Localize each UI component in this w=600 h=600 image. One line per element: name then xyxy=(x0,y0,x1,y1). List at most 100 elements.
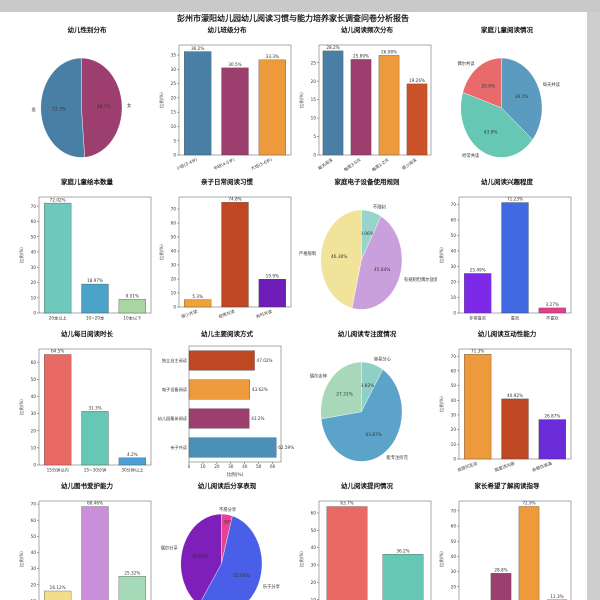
svg-text:20: 20 xyxy=(451,280,457,285)
svg-text:小班(3-4岁): 小班(3-4岁) xyxy=(175,156,199,172)
chart-title: 家庭儿童绘本数量 xyxy=(61,178,113,186)
svg-text:亲子共读: 亲子共读 xyxy=(170,444,187,451)
svg-text:40: 40 xyxy=(451,249,457,254)
svg-text:31.3%: 31.3% xyxy=(88,406,101,411)
svg-text:20.0%: 20.0% xyxy=(481,83,495,89)
svg-text:71.23%: 71.23% xyxy=(507,197,523,202)
svg-text:40.92%: 40.92% xyxy=(507,393,523,398)
svg-text:比例(%): 比例(%) xyxy=(158,244,165,260)
chart-title: 幼儿班级分布 xyxy=(207,26,247,34)
svg-text:比例(%): 比例(%) xyxy=(438,247,445,263)
svg-text:55.04%: 55.04% xyxy=(233,573,249,579)
chart-title: 幼儿阅读兴趣程度 xyxy=(481,178,533,186)
chart-title: 幼儿阅读后分享表现 xyxy=(197,482,257,490)
svg-text:15分钟以内: 15分钟以内 xyxy=(47,467,69,474)
right-scrollbar[interactable] xyxy=(587,12,600,600)
bar-chart: 010203040506070比例(%)16.12%需提醒爱护68.46%能主动… xyxy=(18,501,152,600)
svg-text:50: 50 xyxy=(31,234,37,239)
svg-text:43.9%: 43.9% xyxy=(484,129,498,135)
svg-text:每天阅读: 每天阅读 xyxy=(316,156,334,171)
svg-text:5: 5 xyxy=(313,134,316,139)
svg-text:10: 10 xyxy=(31,445,37,450)
svg-text:0: 0 xyxy=(173,305,176,310)
svg-text:10: 10 xyxy=(171,291,177,296)
chart-cell-5: 家庭儿童绘本数量 0 10 20 30 40 50 60 70 比例(%) 72.02% 20本以上 1… xyxy=(17,177,157,328)
svg-text:46.30%: 46.30% xyxy=(331,254,347,260)
svg-text:每天共读: 每天共读 xyxy=(543,81,561,88)
svg-text:0: 0 xyxy=(33,311,36,316)
chart-title: 幼儿图书爱护能力 xyxy=(61,482,113,490)
svg-text:35: 35 xyxy=(171,53,177,58)
svg-text:20: 20 xyxy=(31,428,37,433)
chart-title: 幼儿阅读专注度情况 xyxy=(337,330,397,338)
svg-text:很少共读: 很少共读 xyxy=(180,308,198,320)
svg-text:25: 25 xyxy=(171,81,177,86)
svg-text:15~30分钟: 15~30分钟 xyxy=(84,467,107,474)
svg-text:0: 0 xyxy=(33,463,36,468)
svg-text:10: 10 xyxy=(311,116,317,121)
chart-cell-6: 亲子日常阅读习惯 0 10 20 30 40 50 60 70 比例(%) 5.3% 很少共读 74.8… xyxy=(157,177,297,328)
svg-text:经常共读: 经常共读 xyxy=(218,308,236,320)
svg-text:60: 60 xyxy=(31,219,37,224)
svg-text:20: 20 xyxy=(171,277,177,282)
svg-text:19.9%: 19.9% xyxy=(266,273,279,278)
svg-text:25.89%: 25.89% xyxy=(353,54,369,59)
svg-text:36.1%: 36.1% xyxy=(515,94,529,100)
svg-text:男: 男 xyxy=(32,107,36,113)
svg-text:独立自主阅读: 独立自主阅读 xyxy=(162,357,187,364)
svg-text:会模仿表演: 会模仿表演 xyxy=(531,460,553,474)
svg-text:8.82%: 8.82% xyxy=(361,383,375,389)
svg-text:30: 30 xyxy=(311,563,317,568)
svg-text:71.3%: 71.3% xyxy=(471,348,484,353)
svg-text:19.26%: 19.26% xyxy=(409,78,425,83)
svg-text:比例(%): 比例(%) xyxy=(18,551,25,567)
svg-text:11.3%: 11.3% xyxy=(550,594,563,599)
svg-text:60: 60 xyxy=(171,221,177,226)
svg-text:10: 10 xyxy=(171,124,177,129)
svg-text:70: 70 xyxy=(451,508,457,513)
svg-text:47.02%: 47.02% xyxy=(257,358,273,363)
svg-text:4.36%: 4.36% xyxy=(219,520,233,526)
chart-cell-11: 幼儿阅读专注度情况 8.82% 容易分心 63.87% 能专注听完 27.31% 偶尔走神 xyxy=(297,329,437,480)
chart-cell-16: 家长希望了解阅读指导010203040506070比例(%)1.23%其他28.… xyxy=(437,481,577,600)
svg-text:50: 50 xyxy=(451,233,457,238)
bar-chart: 0 5 10 15 20 25 比例(%) 28.2% 每天阅读 25.89% 每周3-5次 26.9… xyxy=(298,44,432,173)
svg-text:60: 60 xyxy=(311,511,317,516)
svg-text:70: 70 xyxy=(451,354,457,359)
svg-text:不限制: 不限制 xyxy=(373,203,386,210)
pie-chart: 8.82% 容易分心 63.87% 能专注听完 27.31% 偶尔走神 xyxy=(310,356,409,462)
svg-text:喜欢: 喜欢 xyxy=(511,315,520,322)
svg-text:25: 25 xyxy=(311,60,317,65)
svg-text:40: 40 xyxy=(451,554,457,559)
svg-text:比例(%): 比例(%) xyxy=(227,471,244,478)
svg-text:10本以下: 10本以下 xyxy=(123,315,141,322)
svg-text:比例(%): 比例(%) xyxy=(18,399,25,415)
bar-chart: 0 10 20 30 40 50 60 比例(%) 64.5% 15分钟以内 31.3% 15~30分… xyxy=(18,349,152,474)
svg-text:9.01%: 9.01% xyxy=(126,293,139,298)
report-title: 彭州市濛阳幼儿园幼儿阅读习惯与能力培养家长调查问卷分析报告 xyxy=(177,14,409,23)
svg-text:64.5%: 64.5% xyxy=(51,349,64,354)
chart-title: 幼儿主要阅读方式 xyxy=(201,330,253,338)
chart-cell-1: 幼儿性别分布 48.7% 女 51.3% 男 xyxy=(17,25,157,176)
svg-text:30: 30 xyxy=(451,413,457,418)
svg-text:严格限制: 严格限制 xyxy=(299,250,316,257)
pie-chart: 48.7% 女 51.3% 男 xyxy=(32,57,132,158)
svg-text:10: 10 xyxy=(200,464,206,469)
svg-text:乐于分享: 乐于分享 xyxy=(263,583,281,590)
svg-text:18.97%: 18.97% xyxy=(87,278,103,283)
svg-text:有时共读: 有时共读 xyxy=(255,308,273,320)
svg-text:40: 40 xyxy=(451,398,457,403)
svg-text:30: 30 xyxy=(451,264,457,269)
chart-cell-13: 幼儿图书爱护能力 010203040506070比例(%)16.12%需提醒爱护6… xyxy=(17,481,157,600)
svg-text:0: 0 xyxy=(173,153,176,158)
svg-text:70: 70 xyxy=(31,204,37,209)
svg-text:30: 30 xyxy=(171,67,177,72)
svg-text:27.31%: 27.31% xyxy=(336,391,352,397)
charts-grid: 幼儿性别分布 48.7% 女 51.3% 男 幼儿班级分布 0 5 10 15 20 25 30 35 比例… xyxy=(17,25,579,600)
svg-text:比例(%): 比例(%) xyxy=(18,247,25,263)
pie-chart: 8.06% 不限制 45.64% 有规则但偶尔放宽 46.30% 严格限制 xyxy=(299,203,437,310)
bar-chart: 0 10 20 30 40 50 60 70 比例(%) 71.3% 会提问互动 40.92% 能复述内… xyxy=(438,348,572,474)
chart-title: 亲子日常阅读习惯 xyxy=(201,178,253,186)
svg-text:28.2%: 28.2% xyxy=(326,45,339,50)
